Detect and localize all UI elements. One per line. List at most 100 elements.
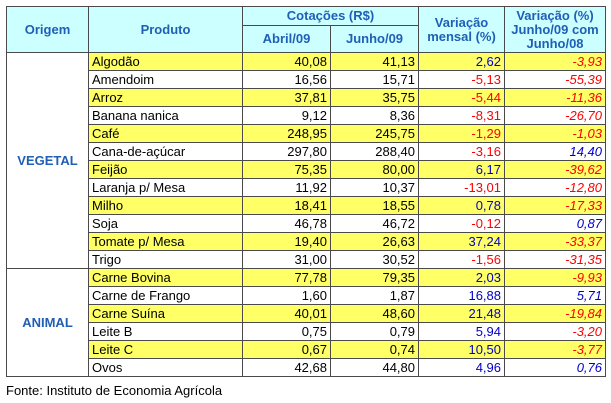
cell-produto: Leite C bbox=[88, 340, 243, 359]
cell-produto: Laranja p/ Mesa bbox=[88, 178, 243, 197]
header-variacao-anual: Variação (%) Junho/09 com Junho/08 bbox=[504, 6, 607, 53]
cell-abril: 9,12 bbox=[242, 106, 331, 125]
cell-junho: 0,79 bbox=[329, 322, 420, 341]
cell-variacao-anual: -17,33 bbox=[504, 196, 607, 215]
cell-variacao-anual: -3,20 bbox=[504, 322, 607, 341]
cell-variacao-mensal: 6,17 bbox=[418, 160, 506, 179]
cell-junho: 35,75 bbox=[329, 88, 420, 107]
header-cotacoes: Cotações (R$) bbox=[241, 6, 420, 26]
cell-abril: 46,78 bbox=[242, 214, 331, 233]
header-abril: Abril/09 bbox=[242, 25, 331, 53]
cell-variacao-anual: -26,70 bbox=[504, 106, 607, 125]
cell-variacao-mensal: 5,94 bbox=[418, 322, 506, 341]
cell-variacao-mensal: -5,44 bbox=[418, 88, 506, 107]
table-row: Milho 18,41 18,55 0,78 -17,33 bbox=[7, 196, 607, 215]
cell-variacao-anual: -33,37 bbox=[504, 232, 607, 251]
cell-abril: 40,08 bbox=[242, 52, 331, 71]
cell-variacao-mensal: 10,50 bbox=[418, 340, 506, 359]
cell-produto: Leite B bbox=[88, 322, 243, 341]
cell-variacao-anual: 5,71 bbox=[504, 286, 607, 305]
cell-junho: 79,35 bbox=[329, 268, 420, 287]
table-row: VEGETAL Algodão 40,08 41,13 2,62 -3,93 bbox=[6, 52, 607, 269]
cell-variacao-mensal: -1,29 bbox=[418, 124, 506, 143]
header-origem: Origem bbox=[6, 6, 89, 53]
cell-variacao-anual: -19,84 bbox=[504, 304, 607, 323]
cell-abril: 11,92 bbox=[242, 178, 331, 197]
table-row: Banana nanica 9,12 8,36 -8,31 -26,70 bbox=[7, 106, 607, 125]
price-table-container: Origem Produto Cotações (R$) Variação me… bbox=[6, 6, 607, 377]
cell-produto: Ovos bbox=[88, 358, 243, 377]
cell-variacao-anual: -3,93 bbox=[504, 52, 607, 71]
cell-variacao-anual: -39,62 bbox=[504, 160, 607, 179]
cell-junho: 46,72 bbox=[329, 214, 420, 233]
cell-abril: 0,67 bbox=[242, 340, 331, 359]
cell-abril: 77,78 bbox=[242, 268, 331, 287]
header-produto: Produto bbox=[88, 6, 243, 53]
cell-variacao-mensal: 0,78 bbox=[418, 196, 506, 215]
cell-variacao-mensal: 2,03 bbox=[418, 268, 506, 287]
cell-junho: 15,71 bbox=[329, 70, 420, 89]
cell-junho: 44,80 bbox=[329, 358, 420, 377]
cell-variacao-mensal: -13,01 bbox=[418, 178, 506, 197]
cell-produto: Banana nanica bbox=[88, 106, 243, 125]
cell-variacao-anual: -11,36 bbox=[504, 88, 607, 107]
cell-junho: 48,60 bbox=[329, 304, 420, 323]
cell-variacao-anual: -31,35 bbox=[504, 250, 607, 269]
cell-variacao-mensal: -3,16 bbox=[418, 142, 506, 161]
cell-produto: Cana-de-açúcar bbox=[88, 142, 243, 161]
cell-variacao-anual: -1,03 bbox=[504, 124, 607, 143]
table-row: ANIMAL Carne Bovina 77,78 79,35 2,03 -9,93 bbox=[6, 268, 607, 377]
cell-variacao-anual: -12,80 bbox=[504, 178, 607, 197]
cell-abril: 18,41 bbox=[242, 196, 331, 215]
table-row: Leite B 0,75 0,79 5,94 -3,20 bbox=[7, 322, 607, 341]
table-header: Origem Produto Cotações (R$) Variação me… bbox=[6, 6, 607, 53]
table-row: Arroz 37,81 35,75 -5,44 -11,36 bbox=[7, 88, 607, 107]
cell-abril: 75,35 bbox=[242, 160, 331, 179]
cell-abril: 297,80 bbox=[242, 142, 331, 161]
cell-abril: 31,00 bbox=[242, 250, 331, 269]
table-row: Ovos 42,68 44,80 4,96 0,76 bbox=[7, 358, 607, 377]
table-row: Leite C 0,67 0,74 10,50 -3,77 bbox=[7, 340, 607, 359]
cell-variacao-anual: 0,76 bbox=[504, 358, 607, 377]
cell-variacao-anual: -55,39 bbox=[504, 70, 607, 89]
cell-junho: 80,00 bbox=[329, 160, 420, 179]
cell-produto: Café bbox=[88, 124, 243, 143]
cell-junho: 10,37 bbox=[329, 178, 420, 197]
cell-produto: Carne Suína bbox=[88, 304, 243, 323]
cell-abril: 37,81 bbox=[242, 88, 331, 107]
cell-variacao-mensal: 4,96 bbox=[418, 358, 506, 377]
cell-junho: 1,87 bbox=[329, 286, 420, 305]
header-variacao-mensal: Variação mensal (%) bbox=[418, 6, 506, 53]
cell-produto: Soja bbox=[88, 214, 243, 233]
cell-produto: Trigo bbox=[88, 250, 243, 269]
cell-variacao-mensal: -5,13 bbox=[418, 70, 506, 89]
cell-abril: 40,01 bbox=[242, 304, 331, 323]
table-row: Trigo 31,00 30,52 -1,56 -31,35 bbox=[7, 250, 607, 269]
table-row: Carne de Frango 1,60 1,87 16,88 5,71 bbox=[7, 286, 607, 305]
source-note: Fonte: Instituto de Economia Agrícola bbox=[6, 383, 223, 398]
table-row: Tomate p/ Mesa 19,40 26,63 37,24 -33,37 bbox=[7, 232, 607, 251]
table-row: Cana-de-açúcar 297,80 288,40 -3,16 14,40 bbox=[7, 142, 607, 161]
table-body: VEGETAL Algodão 40,08 41,13 2,62 -3,93 Amendoi… bbox=[6, 52, 607, 377]
cell-abril: 0,75 bbox=[242, 322, 331, 341]
cell-junho: 0,74 bbox=[329, 340, 420, 359]
header-junho: Junho/09 bbox=[329, 25, 420, 53]
table-row: Carne Suína 40,01 48,60 21,48 -19,84 bbox=[7, 304, 607, 323]
cell-produto: Algodão bbox=[88, 52, 243, 71]
cell-abril: 19,40 bbox=[242, 232, 331, 251]
cell-variacao-mensal: 21,48 bbox=[418, 304, 506, 323]
table-row: Amendoim 16,56 15,71 -5,13 -55,39 bbox=[7, 70, 607, 89]
cell-junho: 41,13 bbox=[329, 52, 420, 71]
table-row: Laranja p/ Mesa 11,92 10,37 -13,01 -12,80 bbox=[7, 178, 607, 197]
cell-abril: 248,95 bbox=[242, 124, 331, 143]
cell-junho: 245,75 bbox=[329, 124, 420, 143]
cell-variacao-mensal: 2,62 bbox=[418, 52, 506, 71]
cell-junho: 30,52 bbox=[329, 250, 420, 269]
cell-variacao-mensal: -8,31 bbox=[418, 106, 506, 125]
cell-produto: Carne de Frango bbox=[88, 286, 243, 305]
cell-junho: 26,63 bbox=[329, 232, 420, 251]
cell-junho: 18,55 bbox=[329, 196, 420, 215]
cell-produto: Milho bbox=[88, 196, 243, 215]
group-label-animal: ANIMAL bbox=[6, 268, 89, 377]
cell-abril: 16,56 bbox=[242, 70, 331, 89]
